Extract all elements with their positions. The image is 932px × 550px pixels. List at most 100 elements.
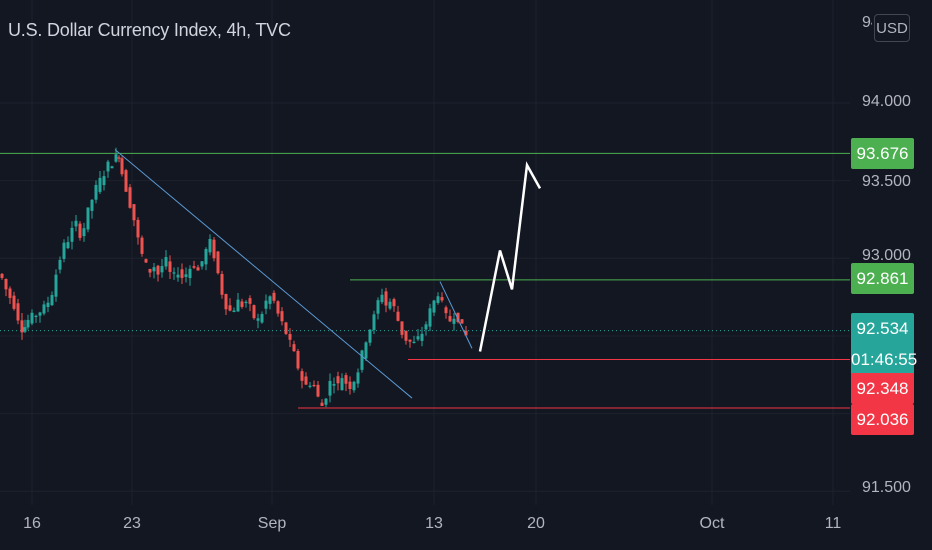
- candle-up: [368, 329, 372, 343]
- candle-down: [460, 319, 464, 324]
- candle-up: [70, 227, 74, 242]
- trendline-main[interactable]: [114, 149, 413, 399]
- candle-down: [336, 376, 340, 384]
- chart-title: U.S. Dollar Currency Index, 4h, TVC: [8, 20, 291, 40]
- candle-down: [144, 259, 148, 263]
- candle-down: [168, 261, 172, 272]
- candle-down: [320, 402, 324, 406]
- candle-up: [232, 310, 236, 312]
- candle-up: [38, 312, 42, 316]
- candle-down: [8, 288, 12, 298]
- candle-down: [280, 311, 284, 322]
- candle-down: [252, 305, 256, 319]
- candle-up: [236, 299, 240, 312]
- horizontal-levels[interactable]: [0, 152, 850, 409]
- candle-up: [114, 154, 118, 162]
- y-tick: 91.500: [862, 479, 911, 496]
- candle-down: [292, 344, 296, 352]
- candle-up: [432, 300, 436, 313]
- candle-down: [224, 294, 228, 310]
- y-tick-partial: 94.5: [862, 14, 872, 31]
- candle-down: [240, 301, 244, 307]
- candle-down: [456, 312, 460, 322]
- candle-up: [62, 242, 66, 259]
- candle-up: [184, 274, 188, 277]
- current-price: 92.534: [856, 319, 909, 338]
- candle-down: [212, 239, 216, 259]
- candle-up: [412, 341, 416, 344]
- candle-down: [312, 384, 316, 387]
- candle-down: [276, 301, 280, 314]
- y-tick: 93.000: [862, 247, 911, 264]
- candle-up: [376, 300, 380, 314]
- candle-up: [200, 261, 204, 267]
- y-tick: 93.500: [862, 173, 911, 190]
- candle-down: [0, 273, 4, 278]
- candle-down: [228, 305, 232, 311]
- candle-up: [152, 267, 156, 272]
- candle-up: [452, 318, 456, 324]
- drawings[interactable]: [114, 149, 542, 399]
- candle-up: [352, 381, 356, 391]
- candle-up: [416, 336, 420, 340]
- current-price-tag[interactable]: 92.534 01:46:55: [851, 313, 918, 375]
- y-tick: 94.000: [862, 93, 911, 110]
- candle-down: [4, 279, 8, 290]
- candle-down: [180, 269, 184, 278]
- x-tick: 16: [23, 515, 41, 532]
- candle-up: [23, 327, 27, 332]
- candle-up: [58, 259, 62, 270]
- candle-down: [220, 273, 224, 295]
- candle-down: [196, 267, 200, 271]
- x-tick: 11: [824, 515, 842, 532]
- candle-down: [136, 219, 140, 238]
- candle-down: [156, 265, 160, 275]
- candle-down: [272, 292, 276, 301]
- candle-up: [340, 378, 344, 391]
- candle-up: [424, 324, 428, 330]
- candle-up: [50, 295, 54, 306]
- candle-up: [46, 302, 50, 308]
- candle-down: [384, 291, 388, 306]
- trendline-small[interactable]: [439, 281, 473, 349]
- candle-down: [117, 157, 121, 159]
- candle-up: [256, 318, 260, 321]
- candle-down: [192, 266, 196, 268]
- candle-up: [188, 268, 192, 279]
- candle-down: [216, 251, 220, 274]
- candle-down: [316, 384, 320, 397]
- candle-up: [436, 296, 440, 303]
- level-tag-support-upper[interactable]: 92.348: [851, 373, 914, 404]
- level-tag-resistance-lower[interactable]: 92.861: [851, 263, 914, 294]
- candle-down: [16, 303, 20, 321]
- projection-arrow[interactable]: [478, 161, 542, 352]
- candle-down: [464, 330, 468, 336]
- candle-up: [428, 308, 432, 327]
- candle-up: [86, 207, 90, 230]
- candle-up: [332, 384, 336, 386]
- candle-up: [26, 319, 30, 328]
- candle-down: [288, 333, 292, 340]
- candle-down: [284, 322, 288, 334]
- level-tag-support-lower[interactable]: 92.036: [851, 404, 914, 435]
- candles: [0, 147, 468, 408]
- level-tag-resistance-upper[interactable]: 93.676: [851, 138, 914, 169]
- candle-up: [328, 380, 332, 396]
- candle-down: [400, 321, 404, 335]
- candle-up: [208, 238, 212, 253]
- candle-down: [12, 295, 16, 309]
- currency-button[interactable]: USD: [874, 14, 910, 42]
- bar-countdown: 01:46:55: [851, 350, 918, 369]
- candle-down: [20, 320, 24, 333]
- x-tick: 13: [425, 515, 443, 532]
- candle-up: [74, 220, 78, 227]
- candle-up: [176, 274, 180, 278]
- candle-down: [300, 371, 304, 381]
- candle-down: [408, 339, 412, 342]
- candle-up: [90, 199, 94, 211]
- candle-up: [244, 301, 248, 304]
- candle-down: [444, 307, 448, 314]
- candle-up: [110, 166, 114, 169]
- candle-up: [102, 176, 106, 186]
